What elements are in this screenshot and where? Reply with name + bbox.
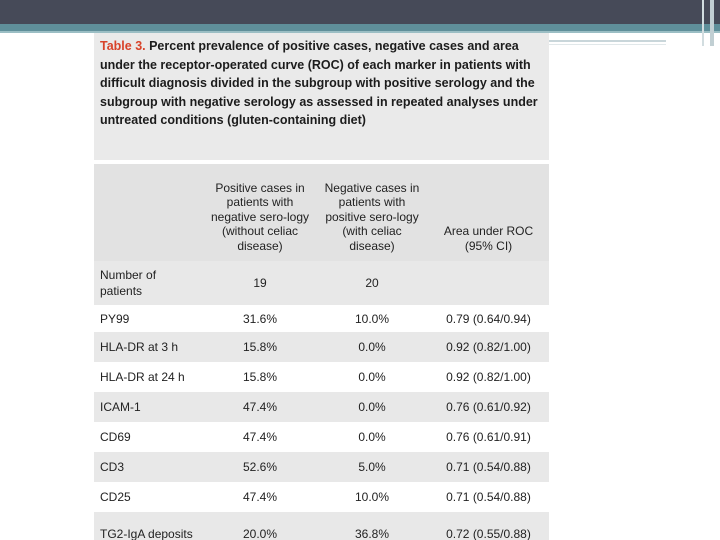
- row-label: TG2-IgA deposits: [94, 512, 204, 540]
- cell-auc: 0.71 (0.54/0.88): [428, 452, 549, 482]
- slide-decorative-lines: [548, 38, 720, 48]
- cell-auc: 0.71 (0.54/0.88): [428, 482, 549, 512]
- table-document: Table 3. Percent prevalence of positive …: [94, 33, 549, 540]
- cell-positive: 47.4%: [204, 482, 316, 512]
- cell-auc: 0.72 (0.55/0.88): [428, 512, 549, 540]
- row-label: ICAM-1: [94, 392, 204, 422]
- cell-negative: 5.0%: [316, 452, 428, 482]
- slide-accent-stripe: [0, 24, 720, 31]
- row-label: PY99: [94, 305, 204, 332]
- table-number: Table 3.: [100, 39, 146, 53]
- cell-negative: 36.8%: [316, 512, 428, 540]
- cell-negative: 0.0%: [316, 332, 428, 362]
- slide-decorative-corner: [700, 0, 720, 50]
- cell-negative: 10.0%: [316, 305, 428, 332]
- cell-positive: 19: [204, 261, 316, 305]
- table-row: ICAM-1 47.4% 0.0% 0.76 (0.61/0.92): [94, 392, 549, 422]
- row-label: HLA-DR at 24 h: [94, 362, 204, 392]
- row-label: Number of patients: [94, 261, 204, 305]
- cell-positive: 15.8%: [204, 332, 316, 362]
- table-caption: Table 3. Percent prevalence of positive …: [94, 33, 549, 160]
- cell-auc: 0.79 (0.64/0.94): [428, 305, 549, 332]
- header-positive-cases: Positive cases in patients with negative…: [204, 164, 316, 261]
- table-row: HLA-DR at 3 h 15.8% 0.0% 0.92 (0.82/1.00…: [94, 332, 549, 362]
- row-label: CD69: [94, 422, 204, 452]
- cell-positive: 47.4%: [204, 422, 316, 452]
- cell-positive: 52.6%: [204, 452, 316, 482]
- table-row: HLA-DR at 24 h 15.8% 0.0% 0.92 (0.82/1.0…: [94, 362, 549, 392]
- slide-top-bar: [0, 0, 720, 24]
- header-negative-cases: Negative cases in patients with positive…: [316, 164, 428, 261]
- cell-positive: 31.6%: [204, 305, 316, 332]
- header-auc: Area under ROC (95% CI): [428, 164, 549, 261]
- table-header-row: Positive cases in patients with negative…: [94, 164, 549, 261]
- table-caption-text: Percent prevalence of positive cases, ne…: [100, 39, 538, 127]
- table-row: PY99 31.6% 10.0% 0.79 (0.64/0.94): [94, 305, 549, 332]
- cell-auc: 0.76 (0.61/0.91): [428, 422, 549, 452]
- cell-auc: [428, 261, 549, 305]
- cell-auc: 0.76 (0.61/0.92): [428, 392, 549, 422]
- data-table: Positive cases in patients with negative…: [94, 164, 549, 540]
- cell-negative: 10.0%: [316, 482, 428, 512]
- table-row: CD25 47.4% 10.0% 0.71 (0.54/0.88): [94, 482, 549, 512]
- row-label: CD25: [94, 482, 204, 512]
- cell-negative: 0.0%: [316, 422, 428, 452]
- cell-positive: 15.8%: [204, 362, 316, 392]
- cell-positive: 20.0%: [204, 512, 316, 540]
- cell-auc: 0.92 (0.82/1.00): [428, 332, 549, 362]
- table-row: Number of patients 19 20: [94, 261, 549, 305]
- cell-negative: 0.0%: [316, 362, 428, 392]
- cell-auc: 0.92 (0.82/1.00): [428, 362, 549, 392]
- cell-positive: 47.4%: [204, 392, 316, 422]
- header-marker: [94, 164, 204, 261]
- cell-negative: 20: [316, 261, 428, 305]
- caption-separator: [94, 160, 549, 164]
- table-row: TG2-IgA deposits 20.0% 36.8% 0.72 (0.55/…: [94, 512, 549, 540]
- slide-accent-stripe-lower: [0, 31, 720, 33]
- table-row: CD3 52.6% 5.0% 0.71 (0.54/0.88): [94, 452, 549, 482]
- row-label: HLA-DR at 3 h: [94, 332, 204, 362]
- cell-negative: 0.0%: [316, 392, 428, 422]
- table-row: CD69 47.4% 0.0% 0.76 (0.61/0.91): [94, 422, 549, 452]
- row-label: CD3: [94, 452, 204, 482]
